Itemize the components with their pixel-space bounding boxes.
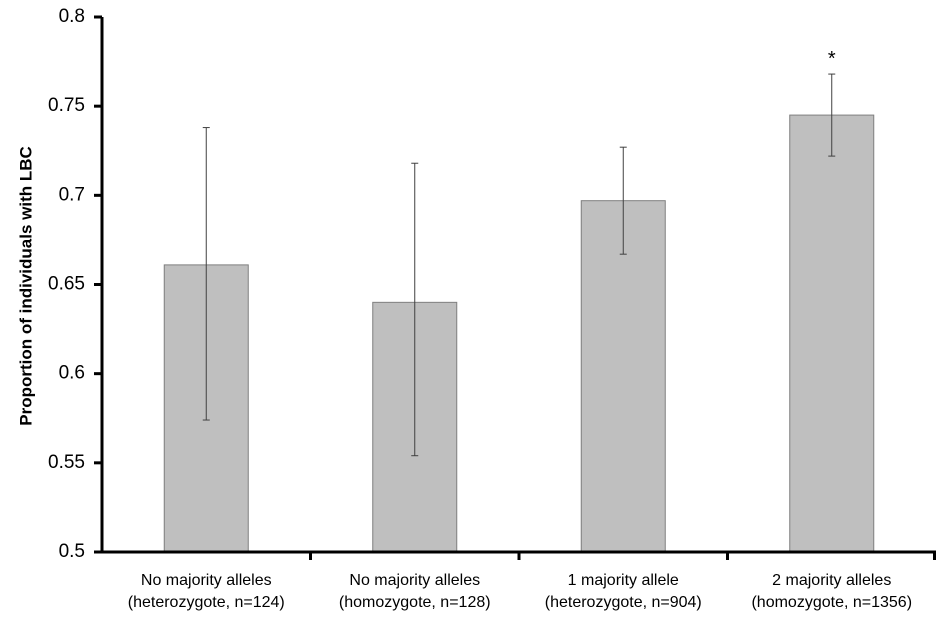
- significance-marker: *: [828, 48, 836, 70]
- y-tick-label: 0.55: [48, 452, 85, 473]
- x-tick-label: 1 majority allele: [568, 572, 679, 589]
- y-tick-label: 0.6: [59, 363, 85, 384]
- y-tick-label: 0.8: [59, 6, 85, 27]
- x-tick-label: 2 majority alleles: [772, 572, 891, 589]
- bar: [789, 114, 875, 553]
- x-tick-label: (homozygote, n=1356): [751, 594, 912, 611]
- y-axis-label: Proportion of individuals with LBC: [16, 146, 35, 426]
- x-tick-label: (heterozygote, n=124): [128, 594, 285, 611]
- x-tick-label: (homozygote, n=128): [339, 594, 491, 611]
- x-tick-label: (heterozygote, n=904): [545, 594, 702, 611]
- x-tick-label: No majority alleles: [349, 572, 480, 589]
- bars-group: [163, 114, 875, 553]
- y-tick-label: 0.65: [48, 274, 85, 295]
- error-bars-group: [202, 73, 836, 457]
- y-axis: 0.5 0.55 0.6 0.65 0.7 0.75 0.8: [48, 6, 104, 562]
- y-tick-label: 0.7: [59, 184, 85, 205]
- y-tick-label: 0.75: [48, 95, 85, 116]
- annotations-group: *: [828, 48, 836, 70]
- x-axis: No majority alleles (heterozygote, n=124)…: [102, 550, 936, 611]
- x-tick-label: No majority alleles: [141, 572, 272, 589]
- y-tick-label: 0.5: [59, 541, 85, 562]
